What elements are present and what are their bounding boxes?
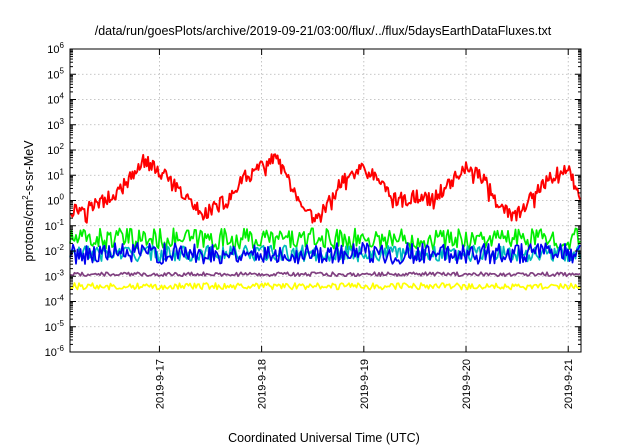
y-tick-label: 10-3 [45, 268, 65, 283]
y-tick-label: 10-1 [45, 218, 65, 233]
y-tick-label: 104 [47, 92, 64, 107]
x-tick-label: 2019-9-20 [461, 359, 473, 409]
y-tick-label: 105 [47, 66, 64, 81]
series-line [69, 282, 581, 291]
y-axis-label-prefix: protons/cm [22, 200, 36, 262]
x-axis-label: Coordinated Universal Time (UTC) [228, 431, 420, 445]
x-tick-label: 2019-9-21 [563, 359, 575, 409]
x-tick-label: 2019-9-19 [359, 359, 371, 409]
series-line [69, 227, 581, 251]
y-axis-label-sup: 2 [21, 195, 30, 200]
axis-ticks [70, 48, 581, 353]
y-axis-label-suffix: -s-sr-MeV [22, 140, 36, 196]
y-tick-label: 106 [47, 41, 64, 56]
series-layer [69, 153, 581, 291]
series-line [69, 242, 581, 265]
x-tick-label: 2019-9-18 [257, 359, 269, 409]
x-tick-labels: 2019-9-17 2019-9-18 2019-9-19 2019-9-20 2019… [154, 359, 575, 409]
chart-title: /data/run/goesPlots/archive/2019-09-21/0… [95, 24, 552, 38]
y-tick-label: 10-5 [45, 319, 65, 334]
y-tick-label: 10-4 [45, 294, 65, 309]
x-tick-label: 2019-9-17 [154, 359, 166, 409]
grid-lines [70, 49, 581, 352]
y-tick-label: 100 [47, 193, 64, 208]
y-tick-labels: 10-6 10-5 10-4 10-3 10-2 10-1 100 101 102 103 104 1… [45, 41, 65, 359]
y-tick-label: 10-6 [45, 344, 65, 359]
series-line [69, 153, 581, 224]
y-tick-label: 102 [47, 142, 64, 157]
y-axis-label: protons/cm2-s-sr-MeV [21, 140, 36, 262]
y-tick-label: 10-2 [45, 243, 65, 258]
y-tick-label: 101 [47, 167, 64, 182]
series-line [70, 271, 581, 278]
y-tick-label: 103 [47, 117, 64, 132]
